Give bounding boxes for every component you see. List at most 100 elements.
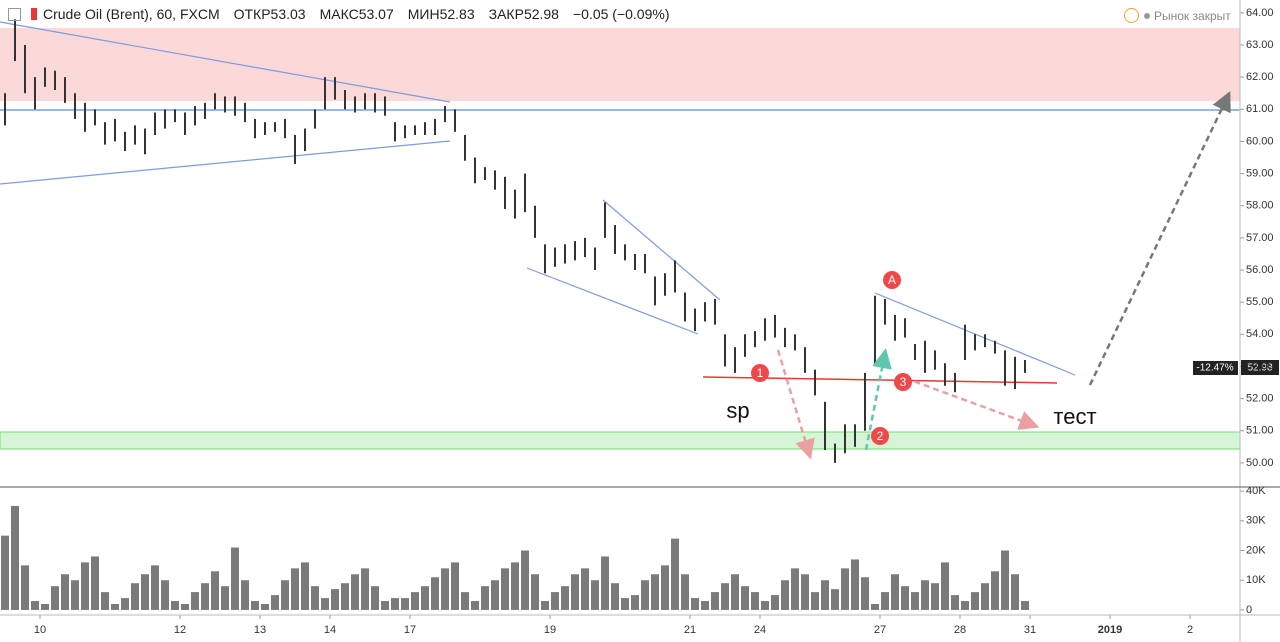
volume-bar xyxy=(881,592,889,610)
x-tick-label: 21 xyxy=(684,624,696,636)
y-tick-label: 59.00 xyxy=(1246,167,1274,179)
volume-bar xyxy=(51,586,59,610)
volume-bar xyxy=(981,583,989,610)
y-tick-label: 50.00 xyxy=(1246,457,1274,469)
volume-bar xyxy=(951,595,959,610)
volume-bar xyxy=(641,580,649,610)
volume-bar xyxy=(931,583,939,610)
x-tick-label: 27 xyxy=(874,624,886,636)
volume-bar xyxy=(121,598,129,610)
y-tick-label: 64.00 xyxy=(1246,7,1274,19)
volume-bar xyxy=(431,577,439,610)
y-tick-label: 55.00 xyxy=(1246,296,1274,308)
volume-bar xyxy=(671,538,679,610)
symbol[interactable]: Crude Oil (Brent), 60, FXCM xyxy=(43,6,220,22)
y-tick-label: 61.00 xyxy=(1246,103,1274,115)
volume-bar xyxy=(691,598,699,610)
volume-bar xyxy=(631,595,639,610)
volume-bar xyxy=(511,562,519,610)
volume-bar xyxy=(201,583,209,610)
y-tick-label: 20K xyxy=(1246,544,1266,556)
x-tick-label: 24 xyxy=(754,624,766,636)
volume-bar xyxy=(351,574,359,610)
volume-bar xyxy=(451,562,459,610)
volume-bar xyxy=(891,574,899,610)
volume-bar xyxy=(421,586,429,610)
volume-bar xyxy=(361,568,369,610)
volume-bar xyxy=(581,568,589,610)
volume-bar xyxy=(231,547,239,610)
volume-bar xyxy=(701,601,709,610)
volume-bar xyxy=(601,556,609,610)
volume-bar xyxy=(401,598,409,610)
volume-bar xyxy=(221,586,229,610)
y-tick-label: 53.00 xyxy=(1246,360,1274,372)
trendline xyxy=(0,140,451,185)
volume-bar xyxy=(1,535,9,610)
volume-bar xyxy=(1011,574,1019,610)
percent-tag xyxy=(1193,361,1238,375)
volume-bar xyxy=(71,580,79,610)
volume-bar xyxy=(331,589,339,610)
header: Crude Oil (Brent), 60, FXCM ОТКР 53.03 МА… xyxy=(8,6,670,22)
volume-bar xyxy=(921,580,929,610)
volume-bar xyxy=(711,592,719,610)
volume-bar xyxy=(791,568,799,610)
volume-bar xyxy=(471,601,479,610)
volume-bar xyxy=(131,583,139,610)
volume-bar xyxy=(551,592,559,610)
volume-bar xyxy=(311,586,319,610)
volume-bar xyxy=(751,592,759,610)
x-tick-label: 14 xyxy=(324,624,336,636)
point-label: 2 xyxy=(877,429,884,443)
volume-bar xyxy=(841,568,849,610)
low-value: 52.83 xyxy=(439,6,475,22)
trendlines xyxy=(0,21,1076,376)
x-tick-label: 19 xyxy=(544,624,556,636)
volume-bar xyxy=(501,568,509,610)
point-circle xyxy=(883,271,901,289)
volume-bar xyxy=(941,562,949,610)
volume-bar xyxy=(211,571,219,610)
volume-bar xyxy=(81,562,89,610)
volume-bar xyxy=(681,574,689,610)
volume-bar xyxy=(761,601,769,610)
volume-bar xyxy=(741,586,749,610)
support-zone xyxy=(0,431,1241,450)
trendline xyxy=(526,267,699,335)
x-tick-label: 12 xyxy=(174,624,186,636)
status-dot xyxy=(1144,12,1150,19)
y-tick-label: 63.00 xyxy=(1246,39,1274,51)
point-circle xyxy=(894,373,912,391)
point-label: A xyxy=(888,273,896,287)
close-label: ЗАКР xyxy=(488,6,524,22)
volume-bar xyxy=(241,580,249,610)
volume-bar xyxy=(851,559,859,610)
volume-bar xyxy=(21,565,29,610)
volume-bar xyxy=(961,601,969,610)
volume-bar xyxy=(911,592,919,610)
volume-bar xyxy=(101,592,109,610)
warning-icon[interactable] xyxy=(1124,8,1139,23)
volume-bar xyxy=(991,571,999,610)
y-tick-label: 56.00 xyxy=(1246,264,1274,276)
y-tick-label: 30K xyxy=(1246,515,1266,527)
expand-icon[interactable] xyxy=(8,7,21,21)
volume-bar xyxy=(151,565,159,610)
volume-bar xyxy=(371,586,379,610)
x-tick-label: 10 xyxy=(34,624,46,636)
grid xyxy=(39,12,1244,619)
volume-bar xyxy=(811,592,819,610)
price-tag xyxy=(1241,360,1279,375)
volume-bar xyxy=(541,601,549,610)
close-value: 52.98 xyxy=(523,6,559,22)
y-tick-label: 60.00 xyxy=(1246,135,1274,147)
volume-bar xyxy=(781,580,789,610)
volume-bar xyxy=(731,574,739,610)
x-tick-label: 28 xyxy=(954,624,966,636)
volume-bar xyxy=(461,592,469,610)
y-tick-label: 52.00 xyxy=(1246,393,1274,405)
volume-bar xyxy=(251,601,259,610)
annotation-text: тест xyxy=(1053,404,1096,429)
